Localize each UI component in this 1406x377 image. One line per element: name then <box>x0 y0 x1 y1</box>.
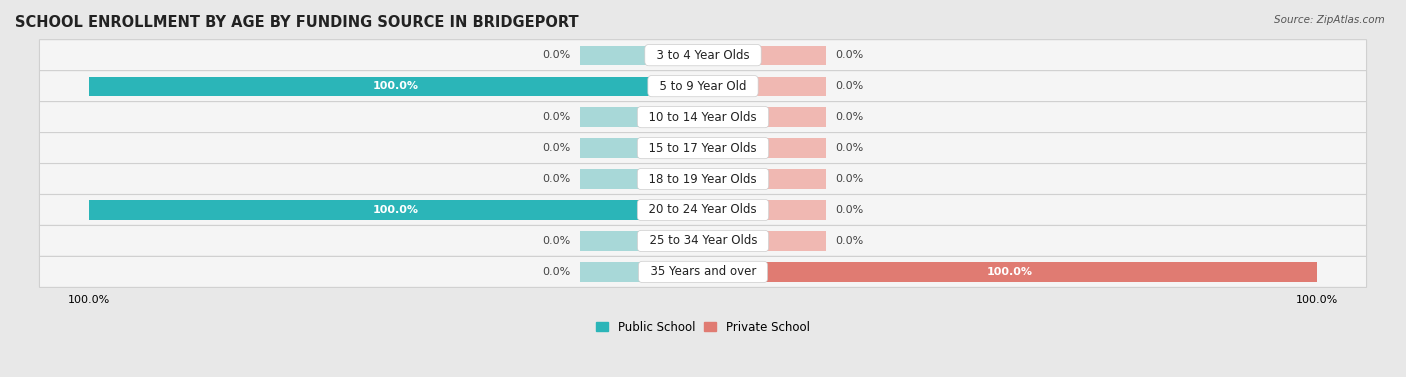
Bar <box>703 169 825 188</box>
Legend: Public School, Private School: Public School, Private School <box>592 316 814 338</box>
FancyBboxPatch shape <box>39 256 1367 287</box>
Text: 0.0%: 0.0% <box>835 174 863 184</box>
Text: 100.0%: 100.0% <box>987 267 1033 277</box>
FancyBboxPatch shape <box>39 40 1367 70</box>
Bar <box>581 138 703 158</box>
Bar <box>581 231 703 251</box>
Text: 0.0%: 0.0% <box>543 112 571 122</box>
Bar <box>581 201 703 219</box>
Bar <box>703 262 1317 282</box>
FancyBboxPatch shape <box>39 225 1367 256</box>
Text: 0.0%: 0.0% <box>543 50 571 60</box>
FancyBboxPatch shape <box>39 164 1367 195</box>
Text: 20 to 24 Year Olds: 20 to 24 Year Olds <box>641 204 765 216</box>
Text: 18 to 19 Year Olds: 18 to 19 Year Olds <box>641 173 765 185</box>
Bar <box>581 262 703 282</box>
Bar <box>703 201 825 219</box>
Text: 3 to 4 Year Olds: 3 to 4 Year Olds <box>650 49 756 62</box>
Text: 0.0%: 0.0% <box>835 205 863 215</box>
Text: 25 to 34 Year Olds: 25 to 34 Year Olds <box>641 234 765 247</box>
Text: 0.0%: 0.0% <box>835 81 863 91</box>
Text: 0.0%: 0.0% <box>835 112 863 122</box>
Text: 0.0%: 0.0% <box>543 174 571 184</box>
FancyBboxPatch shape <box>39 101 1367 133</box>
Text: Source: ZipAtlas.com: Source: ZipAtlas.com <box>1274 15 1385 25</box>
Text: 0.0%: 0.0% <box>543 236 571 246</box>
Text: 0.0%: 0.0% <box>835 50 863 60</box>
Bar <box>89 77 703 96</box>
Bar <box>703 46 825 65</box>
Text: 100.0%: 100.0% <box>373 205 419 215</box>
Text: 0.0%: 0.0% <box>543 267 571 277</box>
Bar <box>581 77 703 96</box>
Text: 0.0%: 0.0% <box>835 143 863 153</box>
Text: 15 to 17 Year Olds: 15 to 17 Year Olds <box>641 141 765 155</box>
Text: 5 to 9 Year Old: 5 to 9 Year Old <box>652 80 754 93</box>
Bar <box>703 231 825 251</box>
Text: 0.0%: 0.0% <box>543 143 571 153</box>
FancyBboxPatch shape <box>39 70 1367 101</box>
Bar <box>703 262 825 282</box>
Bar <box>89 201 703 219</box>
Bar <box>581 107 703 127</box>
Bar <box>703 77 825 96</box>
Text: 10 to 14 Year Olds: 10 to 14 Year Olds <box>641 110 765 124</box>
Bar <box>581 169 703 188</box>
Bar <box>703 107 825 127</box>
Bar <box>703 138 825 158</box>
Bar <box>581 46 703 65</box>
FancyBboxPatch shape <box>39 195 1367 225</box>
FancyBboxPatch shape <box>39 133 1367 164</box>
Text: 35 Years and over: 35 Years and over <box>643 265 763 279</box>
Text: SCHOOL ENROLLMENT BY AGE BY FUNDING SOURCE IN BRIDGEPORT: SCHOOL ENROLLMENT BY AGE BY FUNDING SOUR… <box>15 15 579 30</box>
Text: 100.0%: 100.0% <box>373 81 419 91</box>
Text: 0.0%: 0.0% <box>835 236 863 246</box>
